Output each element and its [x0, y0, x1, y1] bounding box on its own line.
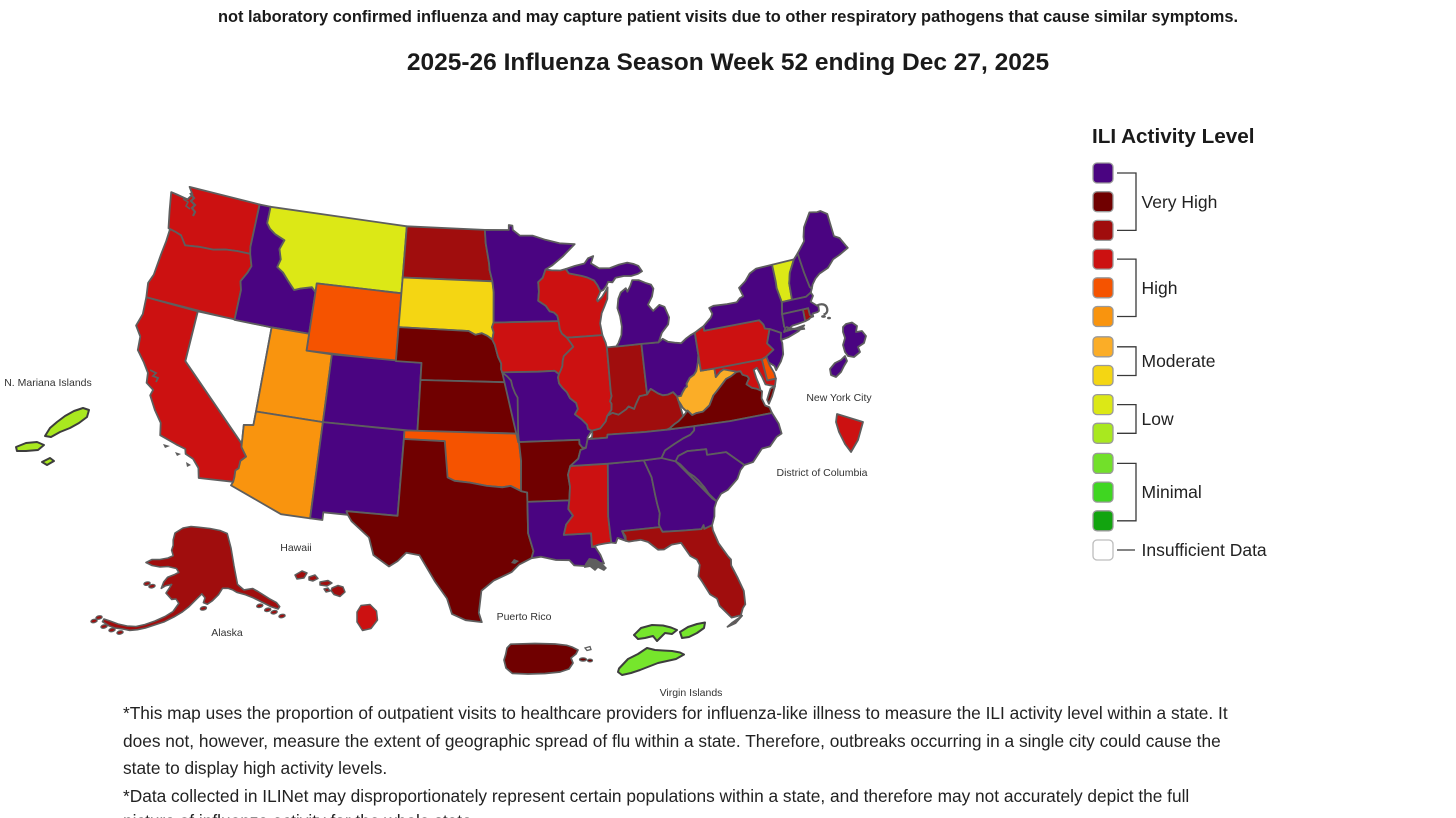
svg-text:High: High — [1142, 278, 1178, 298]
svg-text:Moderate: Moderate — [1142, 351, 1216, 371]
svg-text:Minimal: Minimal — [1142, 482, 1202, 502]
svg-text:Low: Low — [1142, 409, 1174, 429]
svg-text:New York City: New York City — [806, 392, 872, 404]
svg-text:Insufficient Data: Insufficient Data — [1142, 540, 1267, 560]
svg-text:Very High: Very High — [1142, 192, 1218, 212]
svg-text:N. Mariana Islands: N. Mariana Islands — [4, 377, 92, 389]
svg-text:Puerto Rico: Puerto Rico — [497, 611, 552, 623]
svg-text:Virgin Islands: Virgin Islands — [660, 687, 723, 699]
svg-text:Hawaii: Hawaii — [280, 542, 312, 554]
svg-text:District of Columbia: District of Columbia — [776, 467, 867, 479]
svg-text:Alaska: Alaska — [211, 627, 243, 639]
svg-text:ILI Activity Level: ILI Activity Level — [1092, 125, 1255, 148]
